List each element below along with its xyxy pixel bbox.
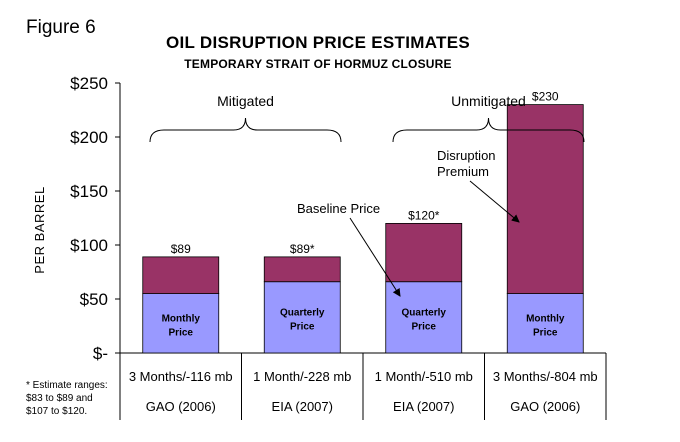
- category-label-duration: 3 Months/-804 mb: [493, 369, 598, 384]
- group-label: Unmitigated: [451, 93, 526, 109]
- bar-2-baseline: [263, 281, 341, 354]
- y-axis-label: PER BARREL: [32, 186, 47, 273]
- chart-subtitle: TEMPORARY STRAIT OF HORMUZ CLOSURE: [184, 57, 451, 71]
- category-label-duration: 1 Month/-228 mb: [253, 369, 351, 384]
- annotation-premium: Premium: [437, 164, 489, 179]
- annotation-premium-arrow: [469, 180, 520, 223]
- category-label-duration: 3 Months/-116 mb: [129, 369, 233, 384]
- y-ticks: $- $50 $100 $150 $200 $250: [70, 74, 120, 363]
- y-tick-label: $250: [70, 74, 108, 93]
- y-tick-label: $100: [70, 236, 108, 255]
- category-label-source: GAO (2006): [146, 399, 216, 414]
- y-tick-label: $50: [80, 290, 108, 309]
- group-label: Mitigated: [217, 93, 274, 109]
- footnote-line-1: * Estimate ranges:: [26, 380, 108, 391]
- bar-inside-label: Price: [533, 327, 558, 338]
- bar-inside-label: Monthly: [162, 313, 201, 324]
- bars: [142, 104, 584, 354]
- annotation-baseline-arrow: [349, 217, 401, 297]
- category-label-source: EIA (2007): [393, 399, 454, 414]
- bar-total-label: $89*: [290, 242, 315, 256]
- annotation-baseline-price: Baseline Price: [297, 201, 380, 216]
- group-braces: Mitigated Unmitigated: [149, 93, 585, 143]
- x-categories: 3 Months/-116 mb GAO (2006) 1 Month/-228 m…: [119, 353, 607, 420]
- bar-inside-label: Price: [169, 327, 194, 338]
- bar-labels: $89 Monthly Price $89* Quarterly Price $120* Qu…: [162, 90, 565, 339]
- bar-inside-label: Monthly: [526, 313, 565, 324]
- annotation-disruption: Disruption: [437, 148, 496, 163]
- bar-inside-label: Price: [290, 321, 315, 332]
- group-brace: [392, 117, 585, 143]
- category-label-source: GAO (2006): [510, 399, 580, 414]
- footnote-line-3: $107 to $120.: [26, 406, 87, 417]
- footnote-line-2: $83 to $89 and: [26, 393, 93, 404]
- bar-inside-label: Price: [412, 321, 437, 332]
- bar-3-premium: [385, 222, 463, 283]
- bar-4-premium: [506, 104, 584, 294]
- bar-1-premium: [142, 256, 220, 295]
- category-label-duration: 1 Month/-510 mb: [375, 369, 473, 384]
- bar-2-premium: [263, 256, 341, 283]
- chart-title: OIL DISRUPTION PRICE ESTIMATES: [166, 33, 470, 52]
- bar-inside-label: Quarterly: [402, 307, 447, 318]
- y-tick-label: $200: [70, 128, 108, 147]
- bar-total-label: $230: [532, 90, 559, 104]
- category-label-source: EIA (2007): [272, 399, 333, 414]
- figure-label: Figure 6: [26, 17, 96, 38]
- y-tick-label: $150: [70, 182, 108, 201]
- bar-total-label: $89: [171, 242, 191, 256]
- bar-4-baseline: [506, 293, 584, 354]
- bar-total-label: $120*: [408, 208, 440, 222]
- group-brace: [149, 117, 342, 143]
- y-tick-label: $-: [93, 344, 108, 363]
- bar-inside-label: Quarterly: [280, 307, 325, 318]
- bar-1-baseline: [142, 293, 220, 354]
